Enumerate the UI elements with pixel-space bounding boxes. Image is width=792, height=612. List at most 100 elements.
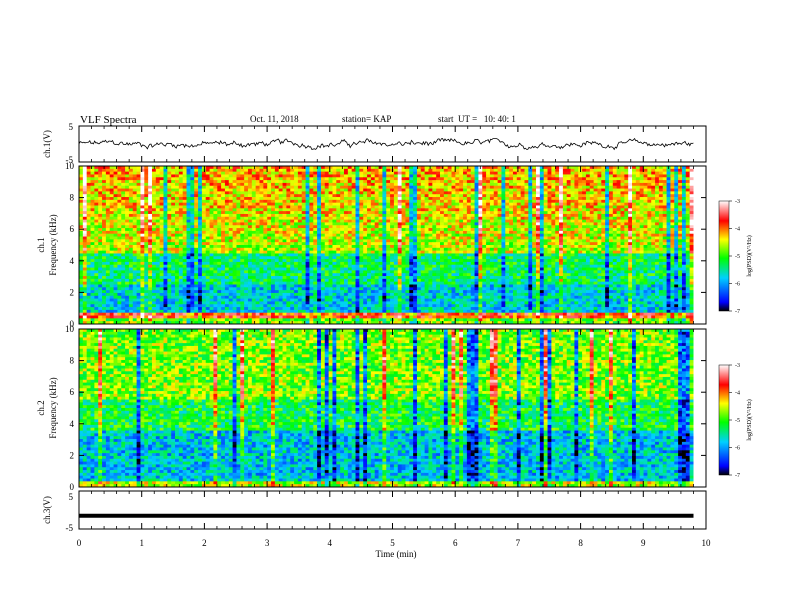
- spectrogram-cell: [393, 191, 399, 195]
- spectrogram-cell: [612, 216, 618, 221]
- spectrogram-cell: [678, 219, 683, 223]
- spectrogram-cell: [221, 197, 226, 201]
- spectrogram-cell: [643, 202, 648, 206]
- spectrogram-cell: [125, 219, 130, 223]
- spectrogram-cell: [374, 166, 379, 170]
- spectrogram-cell: [459, 205, 464, 209]
- spectrogram-cell: [209, 174, 214, 178]
- spectrogram-cell: [662, 242, 667, 246]
- spectrogram-cell: [632, 185, 637, 189]
- spectrogram-cell: [278, 199, 283, 204]
- spectrogram-cell: [516, 213, 522, 218]
- spectrogram-cell: [420, 236, 426, 240]
- spectrogram-cell: [678, 197, 683, 201]
- spectrogram-cell: [662, 245, 667, 249]
- spectrogram-cell: [286, 225, 291, 229]
- spectrogram-cell: [585, 180, 591, 184]
- spectrogram-cell: [171, 250, 176, 254]
- spectrogram-cell: [374, 202, 379, 206]
- spectrogram-cell: [155, 219, 161, 223]
- spectrogram-cell: [343, 230, 349, 235]
- spectrogram-cell: [86, 225, 91, 229]
- spectrogram-cell: [455, 188, 460, 192]
- spectrogram-cell: [336, 225, 341, 229]
- spectrogram-cell: [267, 174, 272, 178]
- spectrogram-cell: [601, 242, 606, 246]
- spectrogram-cell: [536, 233, 541, 237]
- spectrogram-cell: [278, 250, 283, 254]
- spectrogram-cell: [493, 236, 498, 240]
- spectrogram-cell: [144, 182, 149, 187]
- spectrogram-cell: [397, 177, 402, 181]
- spectrogram-cell: [317, 216, 322, 221]
- spectrogram-cell: [478, 171, 483, 175]
- spectrogram-cell: [447, 202, 452, 206]
- spectrogram-cell: [178, 208, 184, 212]
- spectrogram-cell: [228, 171, 234, 175]
- spectrogram-cell: [117, 208, 122, 212]
- spectrogram-cell: [205, 194, 210, 198]
- spectrogram-cell: [340, 205, 345, 209]
- spectrogram-cell: [209, 239, 214, 243]
- spectrogram-cell: [585, 182, 591, 187]
- spectrogram-cell: [681, 250, 687, 254]
- spectrogram-cell: [374, 216, 379, 221]
- spectrogram-cell: [305, 177, 310, 181]
- spectrogram-cell: [593, 174, 598, 178]
- spectrogram-cell: [397, 208, 402, 212]
- spectrogram-cell: [489, 216, 495, 221]
- spectrogram-cell: [255, 247, 260, 252]
- spectrogram-cell: [447, 245, 452, 249]
- spectrogram-cell: [670, 199, 675, 204]
- spectrogram-cell: [440, 180, 445, 184]
- spectrogram-cell: [393, 194, 399, 198]
- spectrogram-cell: [198, 242, 203, 246]
- spectrogram-cell: [190, 222, 195, 226]
- spectrogram-cell: [374, 213, 379, 218]
- spectrogram-cell: [574, 202, 579, 206]
- spectrogram-cell: [574, 171, 579, 175]
- spectrogram-cell: [390, 225, 395, 229]
- spectrogram-cell: [324, 168, 330, 173]
- spectrogram-cell: [224, 211, 230, 215]
- spectrogram-cell: [159, 233, 164, 237]
- spectrogram-cell: [566, 180, 571, 184]
- spectrogram-cell: [359, 250, 364, 254]
- spectrogram-cell: [547, 239, 552, 243]
- spectrogram-cell: [213, 211, 218, 215]
- spectrogram-cell: [440, 197, 445, 201]
- spectrogram-cell: [102, 242, 107, 246]
- spectrogram-cell: [601, 219, 606, 223]
- spectrogram-cell: [390, 205, 395, 209]
- spectrogram-cell: [416, 177, 422, 181]
- spectrogram-cell: [451, 182, 456, 187]
- spectrogram-cell: [393, 199, 399, 204]
- spectrogram-cell: [516, 236, 522, 240]
- spectrogram-cell: [409, 177, 414, 181]
- spectrogram-cell: [413, 202, 418, 206]
- spectrogram-cell: [651, 191, 656, 195]
- spectrogram-cell: [635, 222, 641, 226]
- spectrogram-cell: [601, 208, 606, 212]
- spectrogram-cell: [209, 242, 214, 246]
- spectrogram-cell: [685, 174, 691, 178]
- spectrogram-cell: [363, 188, 368, 192]
- spectrogram-cell: [658, 247, 664, 252]
- spectrogram-cell: [359, 180, 364, 184]
- spectrogram-cell: [155, 166, 161, 170]
- spectrogram-cell: [509, 233, 514, 237]
- spectrogram-cell: [593, 233, 598, 237]
- spectrogram-cell: [313, 219, 318, 223]
- spectrogram-cell: [424, 242, 429, 246]
- spectrogram-cell: [639, 188, 644, 192]
- spectrogram-cell: [163, 245, 168, 249]
- spectrogram-cell: [520, 205, 525, 209]
- spectrogram-cell: [294, 166, 299, 170]
- spectrogram-cell: [251, 177, 257, 181]
- spectrogram-cell: [666, 236, 671, 240]
- spectrogram-cell: [551, 180, 556, 184]
- spectrogram-cell: [685, 202, 691, 206]
- spectrogram-cell: [512, 197, 518, 201]
- spectrogram-cell: [297, 242, 303, 246]
- spectrogram-cell: [163, 168, 168, 173]
